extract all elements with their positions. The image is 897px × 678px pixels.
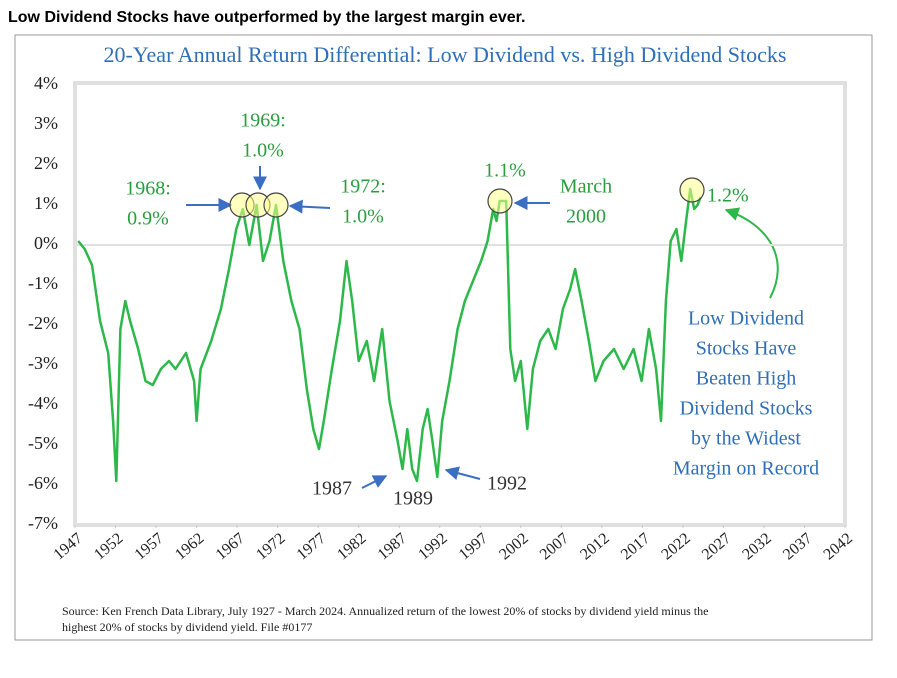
- arrow: [361, 475, 388, 489]
- x-tick-label: 1997: [456, 530, 491, 564]
- page-header: Low Dividend Stocks have outperformed by…: [8, 9, 525, 26]
- frame: [14, 34, 873, 641]
- x-tick-label: 2042: [820, 530, 855, 564]
- x-tick-label: 2007: [537, 530, 572, 564]
- source-note: Source: Ken French Data Library, July 19…: [62, 604, 708, 618]
- x-tick-label: 2032: [739, 530, 774, 564]
- annotation: 2000: [566, 206, 606, 228]
- annotation: 0.9%: [127, 208, 169, 230]
- plot-area: [73, 81, 847, 527]
- annotation: 1989: [393, 488, 433, 510]
- arrow: [444, 466, 481, 480]
- x-tick-label: 2002: [496, 530, 531, 564]
- x-tick-label: 1972: [253, 530, 288, 564]
- x-tick-label: 2022: [658, 530, 693, 564]
- arrow: [288, 199, 331, 214]
- x-tick-label: 1987: [375, 530, 410, 564]
- x-tick-label: 2012: [577, 530, 612, 564]
- annotation: Beaten High: [696, 368, 797, 390]
- annotation: 1.0%: [242, 140, 284, 162]
- chart-title: 20-Year Annual Return Differential: Low …: [104, 42, 787, 67]
- annotation: Stocks Have: [696, 338, 797, 360]
- y-tick-label: -2%: [28, 313, 58, 333]
- annotation: 1.2%: [707, 185, 749, 207]
- x-tick-label: 1962: [172, 530, 207, 564]
- annotation: 1968:: [125, 178, 171, 200]
- y-tick-label: -1%: [28, 273, 58, 293]
- x-tick-label: 2027: [699, 530, 734, 564]
- x-tick-label: 2017: [618, 530, 653, 564]
- x-tick-label: 1992: [415, 530, 450, 564]
- annotation: 1.0%: [342, 206, 384, 228]
- x-tick-label: 2037: [780, 530, 815, 564]
- x-tick-label: 1977: [294, 530, 329, 564]
- y-tick-label: 4%: [34, 73, 58, 93]
- x-tick-label: 1967: [213, 530, 248, 564]
- arrow: [724, 207, 779, 299]
- x-tick-label: 1947: [50, 530, 85, 564]
- x-tick-label: 1952: [91, 530, 126, 564]
- annotation: Dividend Stocks: [680, 398, 813, 420]
- annotation: 1987: [312, 478, 352, 500]
- y-tick-label: 0%: [34, 233, 58, 253]
- annotation: 1992: [487, 473, 527, 495]
- y-tick-label: 2%: [34, 153, 58, 173]
- annotation: 1972:: [340, 176, 386, 198]
- highlight-circle: [263, 192, 289, 218]
- y-tick-label: 3%: [34, 113, 58, 133]
- y-tick-label: -5%: [28, 433, 58, 453]
- line-series: [77, 187, 702, 483]
- annotation: by the Widest: [691, 428, 801, 450]
- x-tick-label: 1957: [132, 530, 167, 564]
- highlight-circle: [679, 177, 705, 203]
- annotation: Margin on Record: [673, 458, 819, 480]
- y-tick-label: -3%: [28, 353, 58, 373]
- x-tick-label: 1982: [334, 530, 369, 564]
- y-tick-label: -7%: [28, 513, 58, 533]
- source-note: highest 20% of stocks by dividend yield.…: [62, 620, 312, 634]
- annotation: 1.1%: [484, 160, 526, 182]
- y-tick-label: -6%: [28, 473, 58, 493]
- highlight-circle: [487, 188, 513, 214]
- annotation: March: [560, 176, 612, 198]
- annotation: Low Dividend: [688, 308, 804, 330]
- y-tick-label: 1%: [34, 193, 58, 213]
- annotation: 1969:: [240, 110, 286, 132]
- y-tick-label: -4%: [28, 393, 58, 413]
